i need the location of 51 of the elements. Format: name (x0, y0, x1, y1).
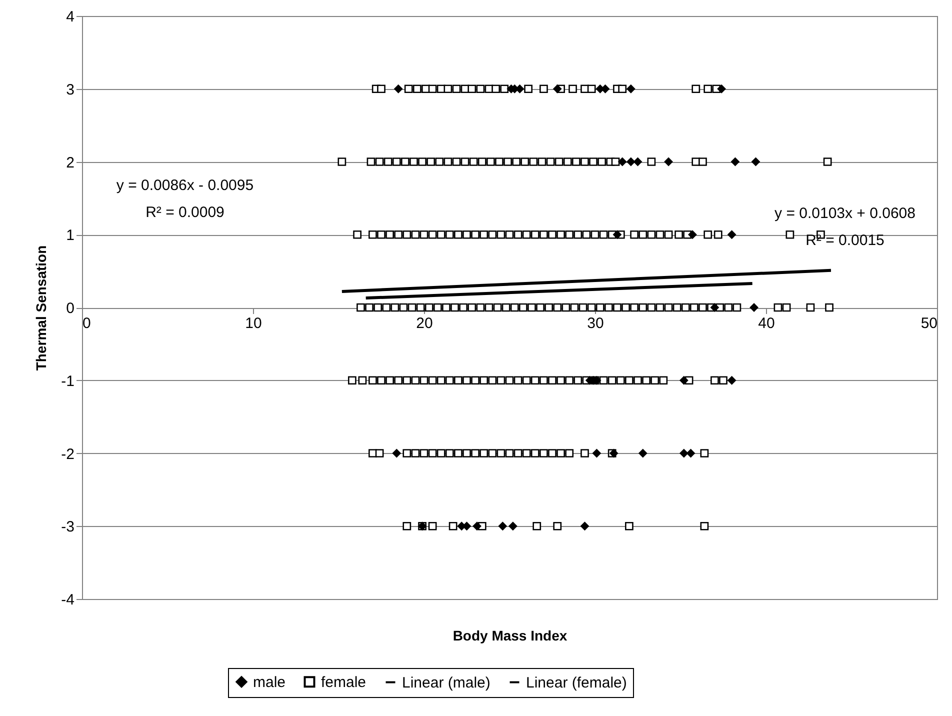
x-tick-label: 30 (587, 315, 604, 332)
y-tick-label: 3 (66, 81, 74, 98)
point (626, 158, 636, 166)
point (728, 230, 736, 239)
y-tick-label: -1 (61, 372, 74, 390)
point (592, 449, 601, 458)
annotation: R² = 0.0009 (146, 204, 224, 221)
point (728, 376, 736, 385)
x-tick-label: 20 (416, 315, 433, 332)
point (688, 230, 697, 239)
annotation: y = 0.0103x + 0.0608 (774, 205, 916, 222)
y-tick-label: 2 (66, 154, 74, 172)
point (498, 522, 507, 530)
point (638, 449, 648, 458)
point (752, 158, 760, 166)
point (618, 158, 627, 166)
point (394, 84, 403, 94)
point (392, 449, 401, 458)
x-tick-label: 50 (920, 315, 938, 332)
point (508, 522, 518, 530)
y-tick-label: -4 (61, 592, 74, 608)
y-tick-label: -3 (61, 518, 74, 536)
point (717, 84, 726, 94)
y-tick-label: 4 (66, 8, 74, 26)
y-axis-title: Thermal Sensation (33, 245, 50, 371)
legend-label: Linear (male) (402, 674, 490, 692)
y-tick-label: 1 (66, 227, 74, 244)
point (626, 84, 636, 94)
point (553, 84, 562, 94)
point (750, 303, 758, 312)
legend-label: male (253, 674, 286, 691)
x-tick-label: 0 (82, 315, 91, 332)
legend-label: Linear (female) (526, 674, 627, 692)
point (680, 449, 688, 458)
x-tick-label: 10 (245, 315, 262, 332)
point (634, 158, 642, 166)
point (680, 376, 688, 385)
y-tick-label: 0 (66, 300, 74, 317)
point (731, 158, 740, 166)
point (710, 303, 719, 312)
point (613, 230, 622, 239)
annotation: y = 0.0086x - 0.0095 (116, 177, 254, 194)
y-tick-label: -2 (61, 446, 74, 463)
x-tick-label: 40 (758, 315, 775, 332)
point (686, 449, 695, 458)
annotation: R² = 0.0015 (806, 232, 884, 249)
point (664, 158, 673, 166)
legend-label: female (321, 674, 366, 691)
point (580, 522, 589, 530)
x-axis-title: Body Mass Index (452, 628, 568, 644)
point (472, 522, 482, 530)
